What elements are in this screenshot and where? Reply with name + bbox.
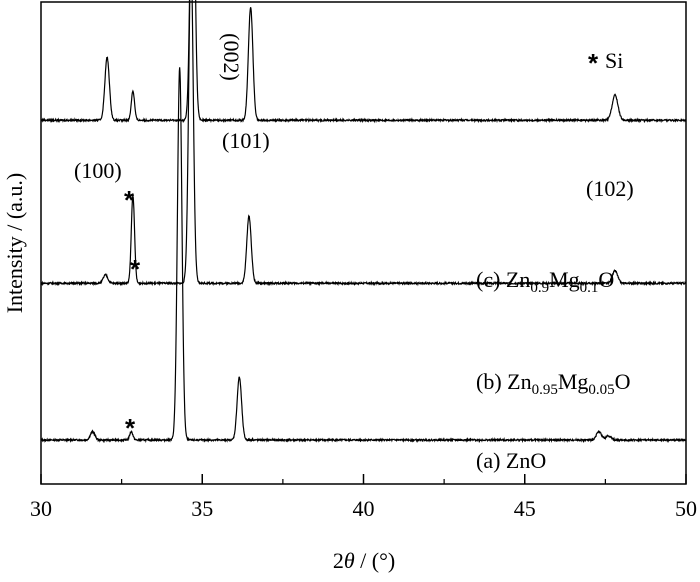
series-b-zn095mg005o bbox=[40, 0, 687, 287]
x-ticks: 30 35 40 45 50 bbox=[30, 474, 697, 521]
legend-label: Si bbox=[605, 48, 623, 73]
peak-label-002: (002) bbox=[219, 33, 244, 81]
si-marker-a: * bbox=[125, 413, 136, 443]
x-axis-title: 2θ / (°) bbox=[333, 548, 395, 573]
peak-label-102: (102) bbox=[586, 176, 634, 201]
x-tick-label: 45 bbox=[514, 496, 536, 521]
x-axis-title-prefix: 2 bbox=[333, 548, 344, 573]
x-tick-label: 40 bbox=[353, 496, 375, 521]
series-a-zno bbox=[40, 67, 687, 444]
series-lines bbox=[40, 0, 687, 444]
peak-label-100: (100) bbox=[74, 158, 122, 183]
sample-label-c: (c) Zn0.9Mg0.1O bbox=[476, 267, 614, 296]
x-axis-title-symbol: θ bbox=[344, 548, 355, 573]
sample-label-a: (a) ZnO bbox=[476, 448, 546, 473]
x-axis-title-suffix: / (°) bbox=[355, 548, 396, 573]
x-tick-label: 50 bbox=[675, 496, 697, 521]
si-marker-b: * bbox=[130, 254, 141, 284]
si-marker-c: * bbox=[124, 185, 135, 215]
series-c-zn09mg01o bbox=[40, 0, 687, 124]
sample-label-b: (b) Zn0.95Mg0.05O bbox=[476, 369, 631, 398]
legend: * Si bbox=[588, 48, 623, 78]
y-axis-title: Intensity / (a.u.) bbox=[2, 173, 27, 314]
legend-marker: * bbox=[588, 48, 599, 78]
x-tick-label: 30 bbox=[30, 496, 52, 521]
x-tick-label: 35 bbox=[191, 496, 213, 521]
peak-label-101: (101) bbox=[222, 128, 270, 153]
